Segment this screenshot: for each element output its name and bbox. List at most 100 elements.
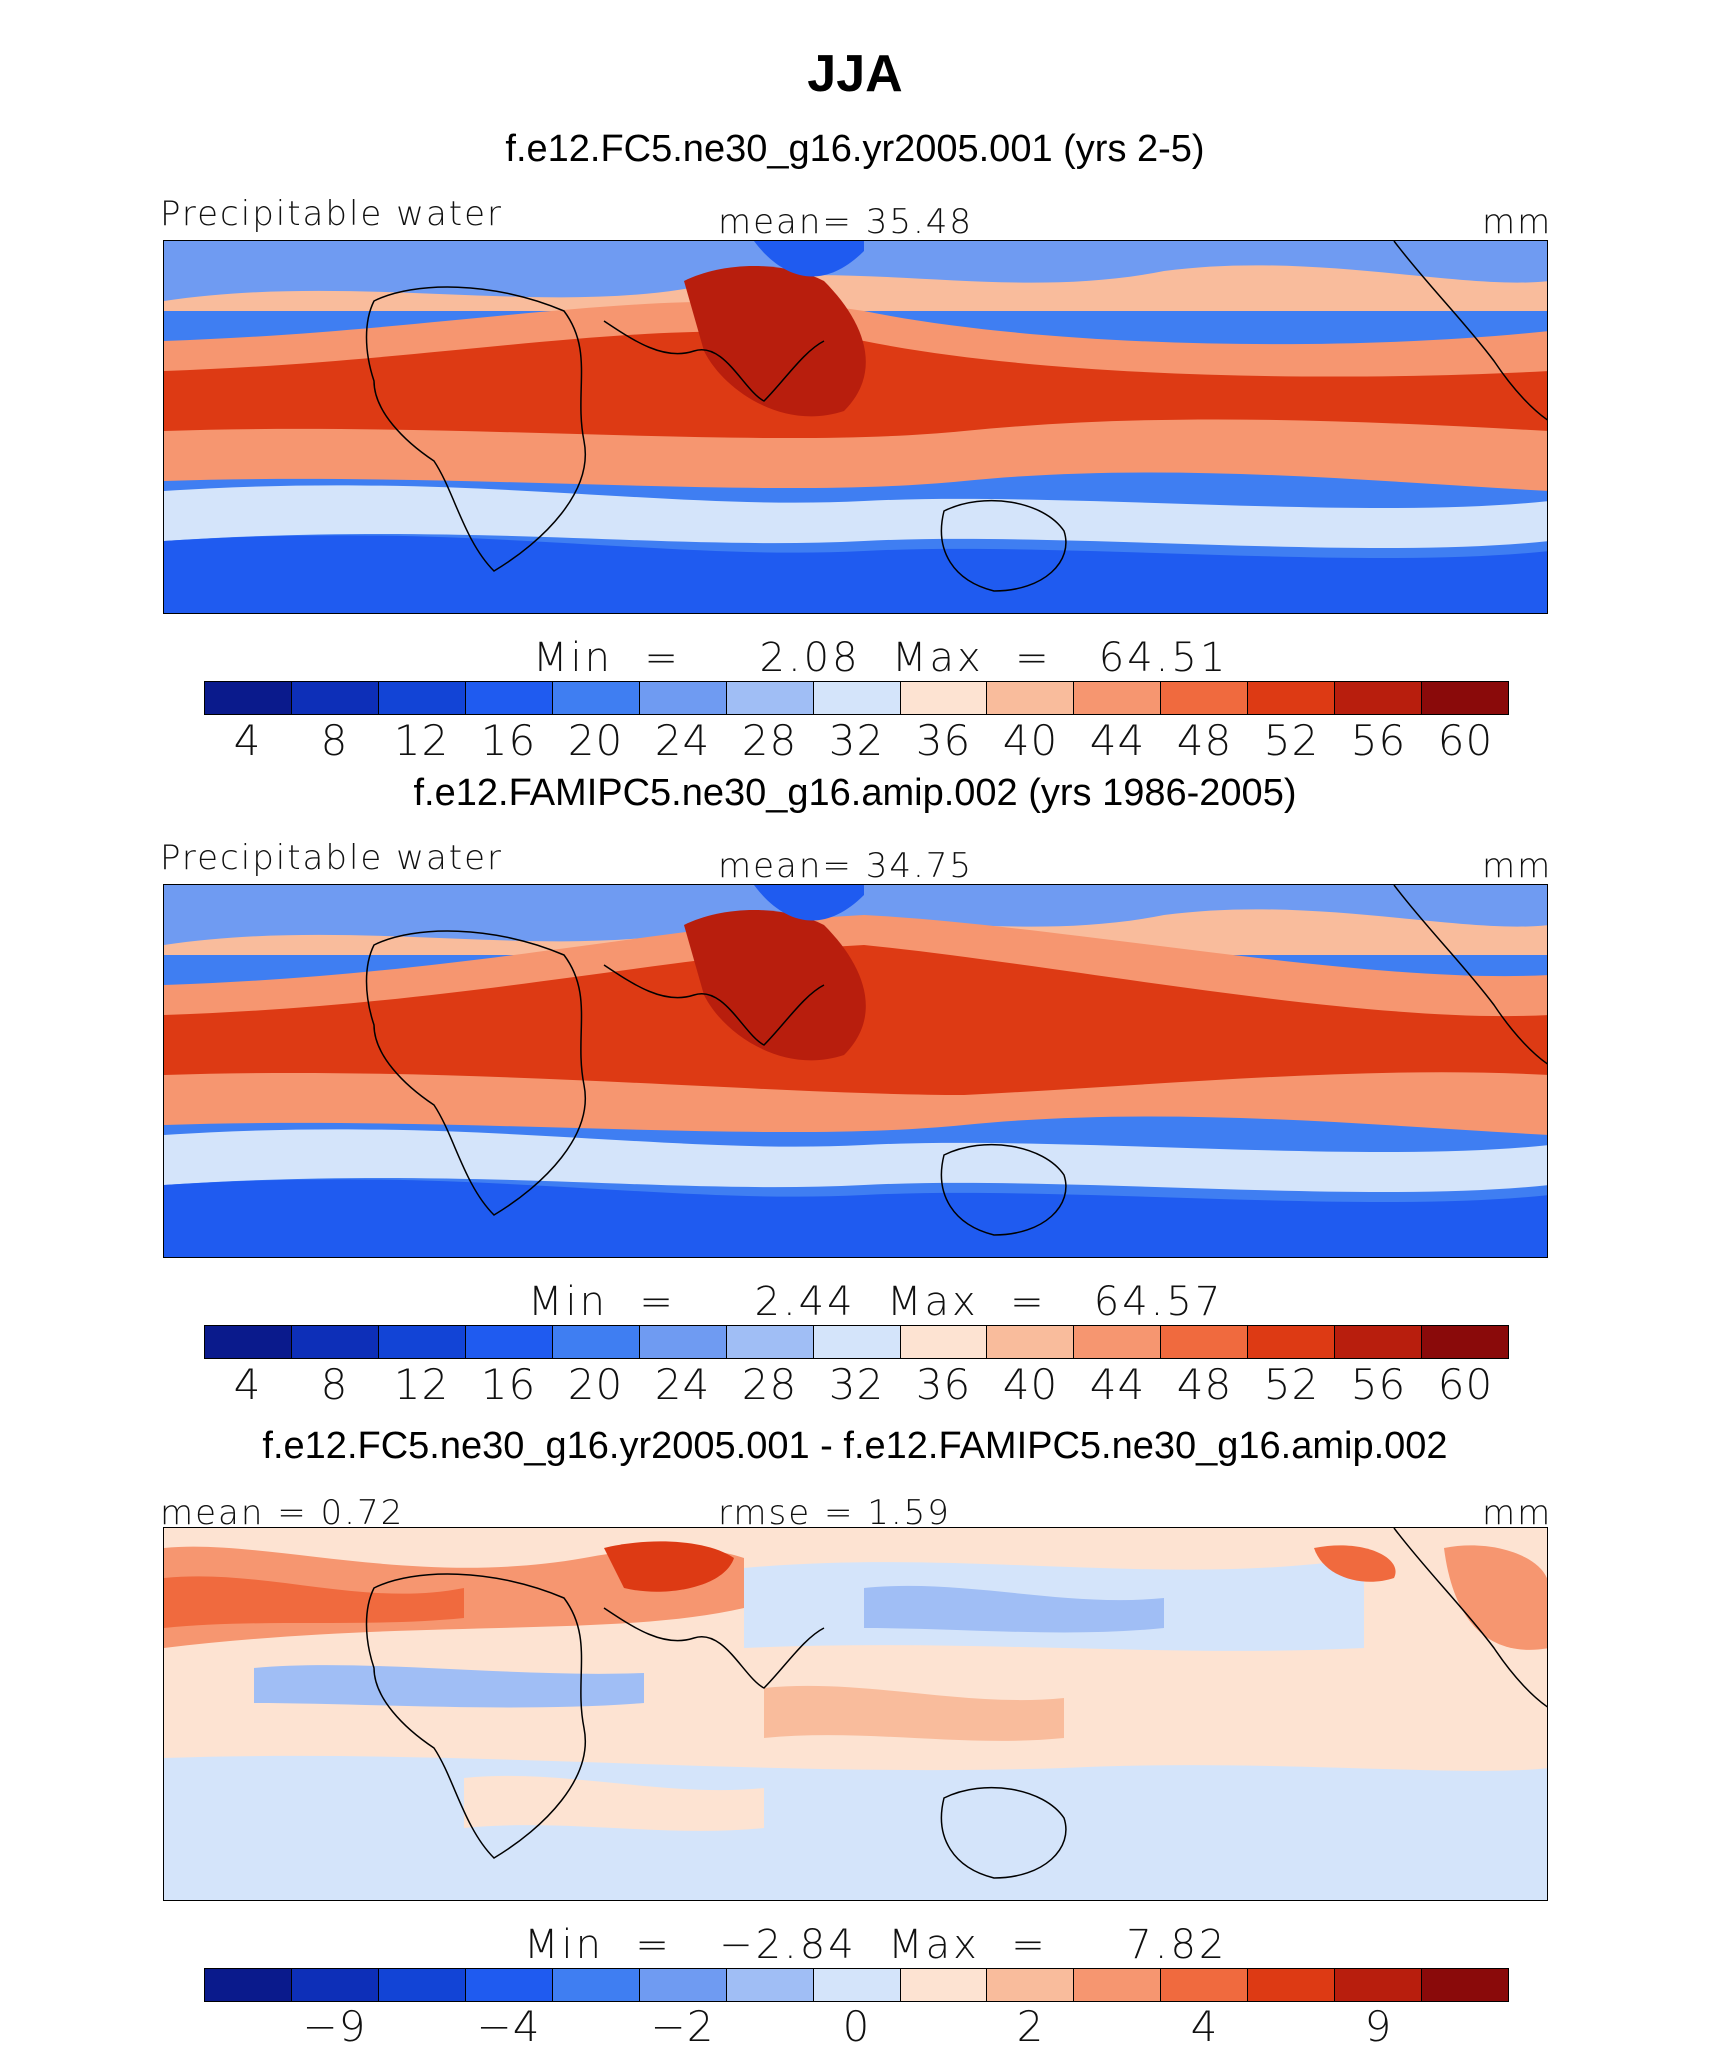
colorbar-tick-label: −2 — [650, 2002, 715, 2051]
colorbar-tick-label: 52 — [1263, 716, 1320, 765]
colorbar-swatch — [465, 1969, 553, 2001]
colorbar-swatch — [378, 1326, 466, 1358]
panel2-colorbar — [204, 1325, 1509, 1359]
colorbar-swatch — [987, 1326, 1075, 1358]
colorbar-swatch — [205, 682, 292, 714]
colorbar-swatch — [813, 1969, 901, 2001]
colorbar-swatch — [1335, 1969, 1423, 2001]
colorbar-swatch — [291, 1326, 379, 1358]
colorbar-swatch — [1161, 1326, 1249, 1358]
colorbar-swatch — [1074, 1326, 1162, 1358]
colorbar-tick-label: 36 — [915, 716, 972, 765]
colorbar-swatch — [639, 682, 727, 714]
colorbar-tick-label: 2 — [1016, 2002, 1045, 2051]
colorbar-tick-label: −4 — [476, 2002, 541, 2051]
panel1-colorbar — [204, 681, 1509, 715]
colorbar-swatch — [1248, 1326, 1336, 1358]
panel3-map — [163, 1527, 1548, 1901]
colorbar-swatch — [1422, 1326, 1509, 1358]
colorbar-swatch — [813, 682, 901, 714]
colorbar-swatch — [900, 682, 988, 714]
colorbar-tick-label: 24 — [654, 716, 711, 765]
colorbar-tick-label: 48 — [1176, 716, 1233, 765]
colorbar-swatch — [291, 682, 379, 714]
colorbar-swatch — [1422, 1969, 1509, 2001]
colorbar-tick-label: 12 — [393, 1360, 450, 1409]
colorbar-tick-label: 4 — [233, 1360, 262, 1409]
colorbar-swatch — [726, 682, 814, 714]
panel1-map-svg — [164, 241, 1547, 613]
colorbar-tick-label: 52 — [1263, 1360, 1320, 1409]
colorbar-tick-label: 16 — [480, 716, 537, 765]
colorbar-swatch — [900, 1326, 988, 1358]
colorbar-swatch — [639, 1969, 727, 2001]
colorbar-tick-label: 32 — [828, 716, 885, 765]
colorbar-swatch — [1074, 1969, 1162, 2001]
colorbar-swatch — [987, 1969, 1075, 2001]
colorbar-tick-label: 8 — [320, 1360, 349, 1409]
colorbar-swatch — [1335, 1326, 1423, 1358]
panel1-left-label: Precipitable water — [160, 194, 504, 234]
colorbar-swatch — [1248, 682, 1336, 714]
panel2-minmax: Min = 2.44 Max = 64.57 — [528, 1279, 1224, 1325]
colorbar-swatch — [552, 1326, 640, 1358]
colorbar-swatch — [1422, 682, 1509, 714]
panel3-rmse-label: rmse = 1.59 — [718, 1493, 951, 1533]
panel2-ticks: 4 8 12 16 20 24 28 32 36 40 44 48 52 56 60 — [204, 1360, 1509, 1410]
colorbar-tick-label: 56 — [1350, 1360, 1407, 1409]
colorbar-swatch — [639, 1326, 727, 1358]
colorbar-tick-label: 40 — [1002, 716, 1059, 765]
colorbar-tick-label: 44 — [1089, 1360, 1146, 1409]
panel3-map-svg — [164, 1528, 1547, 1900]
colorbar-tick-label: 60 — [1437, 1360, 1494, 1409]
colorbar-swatch — [1335, 682, 1423, 714]
colorbar-tick-label: 16 — [480, 1360, 537, 1409]
colorbar-tick-label: 44 — [1089, 716, 1146, 765]
colorbar-tick-label: 12 — [393, 716, 450, 765]
panel2-map — [163, 884, 1548, 1258]
colorbar-tick-label: 48 — [1176, 1360, 1233, 1409]
panel2-units: mm — [1482, 846, 1553, 886]
colorbar-swatch — [987, 682, 1075, 714]
panel2-subtitle: f.e12.FAMIPC5.ne30_g16.amip.002 (yrs 198… — [413, 772, 1297, 814]
colorbar-tick-label: 40 — [1002, 1360, 1059, 1409]
panel3-units: mm — [1482, 1493, 1553, 1533]
colorbar-tick-label: 24 — [654, 1360, 711, 1409]
colorbar-tick-label: 20 — [567, 716, 624, 765]
colorbar-tick-label: 20 — [567, 1360, 624, 1409]
colorbar-tick-label: −9 — [302, 2002, 367, 2051]
panel3-ticks: −9 −4 −2 0 2 4 9 — [204, 2002, 1509, 2052]
colorbar-swatch — [1161, 1969, 1249, 2001]
panel1-minmax: Min = 2.08 Max = 64.51 — [533, 635, 1229, 681]
panel2-map-svg — [164, 885, 1547, 1257]
colorbar-tick-label: 28 — [741, 716, 798, 765]
colorbar-tick-label: 0 — [842, 2002, 871, 2051]
colorbar-swatch — [900, 1969, 988, 2001]
panel1-map — [163, 240, 1548, 614]
panel1-mean-label: mean= 35.48 — [718, 202, 974, 242]
colorbar-swatch — [813, 1326, 901, 1358]
colorbar-swatch — [1161, 682, 1249, 714]
panel3-minmax: Min = −2.84 Max = 7.82 — [524, 1922, 1228, 1968]
panel1-units: mm — [1482, 202, 1553, 242]
colorbar-swatch — [378, 682, 466, 714]
colorbar-tick-label: 4 — [1190, 2002, 1219, 2051]
colorbar-swatch — [205, 1326, 292, 1358]
colorbar-tick-label: 32 — [828, 1360, 885, 1409]
colorbar-tick-label: 36 — [915, 1360, 972, 1409]
colorbar-tick-label: 9 — [1364, 2002, 1393, 2051]
panel2-mean-label: mean= 34.75 — [718, 846, 974, 886]
colorbar-swatch — [291, 1969, 379, 2001]
colorbar-tick-label: 8 — [320, 716, 349, 765]
colorbar-tick-label: 28 — [741, 1360, 798, 1409]
colorbar-swatch — [465, 1326, 553, 1358]
panel3-mean-label: mean = 0.72 — [160, 1493, 405, 1533]
panel2-left-label: Precipitable water — [160, 838, 504, 878]
colorbar-tick-label: 60 — [1437, 716, 1494, 765]
panel1-ticks: 4 8 12 16 20 24 28 32 36 40 44 48 52 56 60 — [204, 716, 1509, 766]
colorbar-swatch — [1074, 682, 1162, 714]
colorbar-swatch — [378, 1969, 466, 2001]
panel3-subtitle: f.e12.FC5.ne30_g16.yr2005.001 - f.e12.FA… — [262, 1425, 1448, 1467]
colorbar-swatch — [552, 1969, 640, 2001]
panel3-colorbar — [204, 1968, 1509, 2002]
